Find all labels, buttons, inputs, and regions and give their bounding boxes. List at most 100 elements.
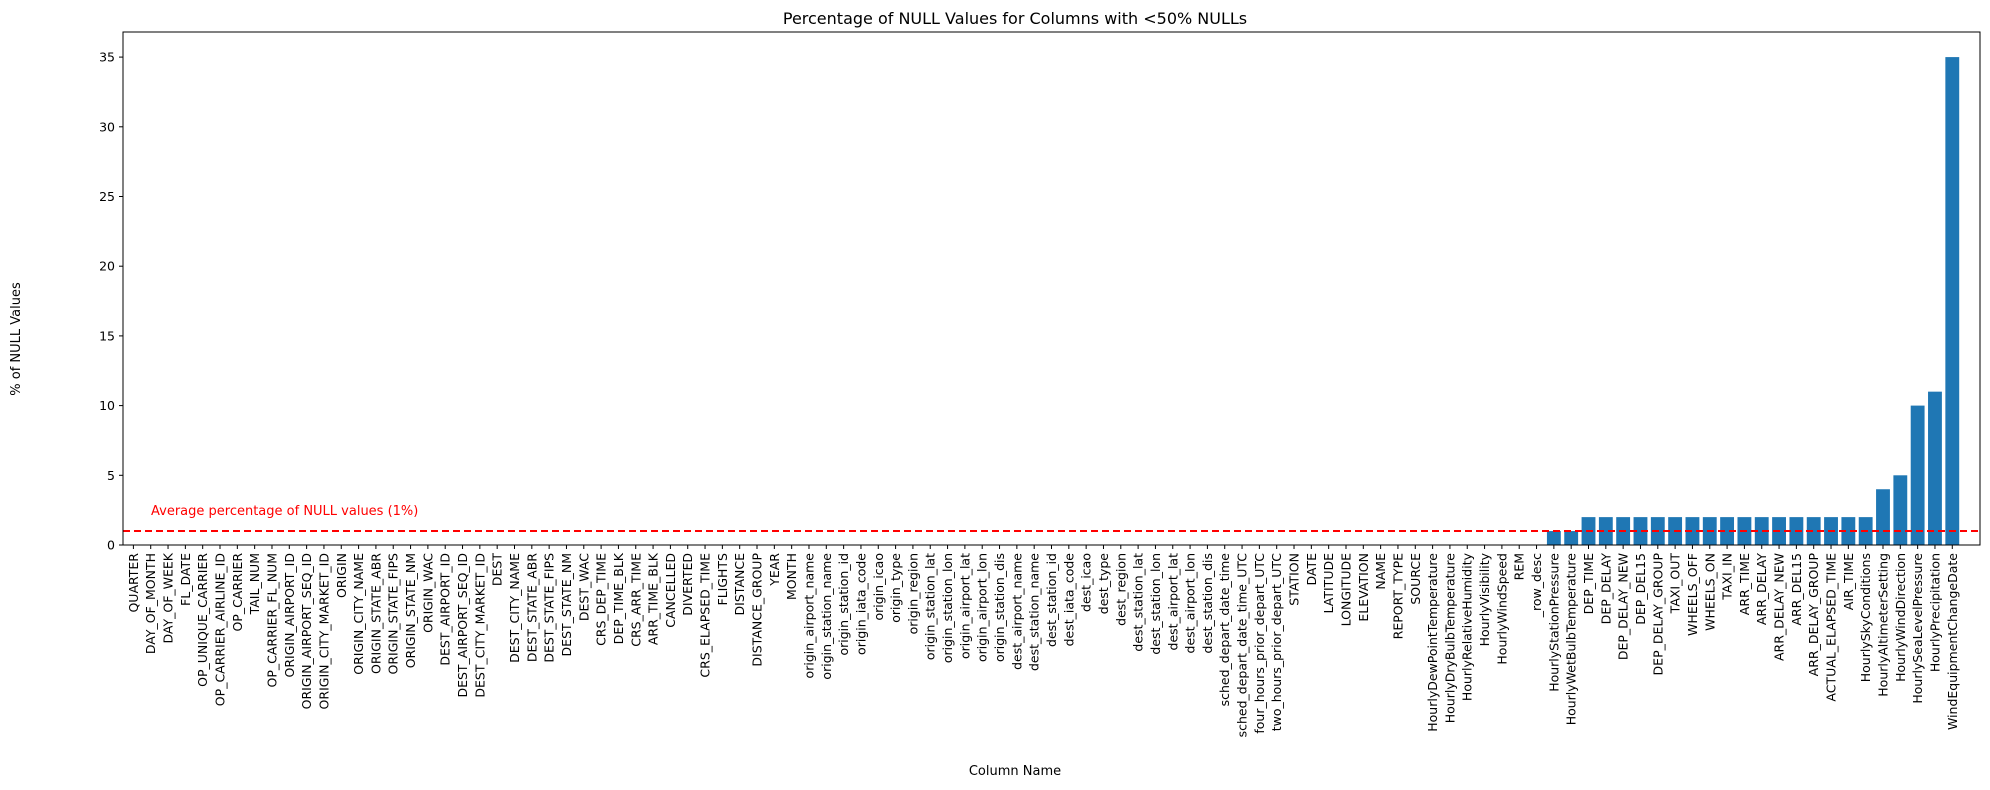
x-tick-label: SOURCE [1408,553,1423,605]
x-tick-label: NAME [1373,553,1388,590]
x-tick-label: HourlyPrecipitation [1927,553,1942,672]
x-tick-label: CRS_DEP_TIME [594,553,609,646]
x-tick-label: origin_region [905,553,920,634]
bars-group [1546,57,1960,545]
x-tick-label: TAXI_OUT [1668,553,1683,615]
y-tick-label: 35 [99,50,115,65]
x-tick-label: sched_depart_date_time [1217,553,1232,707]
x-axis-label: Column Name [969,764,1061,779]
bar [1564,531,1579,545]
x-tick-label: ORIGIN_CITY_MARKET_ID [316,553,331,709]
bar [1685,517,1700,545]
x-tick-label: DATE [1304,553,1319,586]
chart-title: Percentage of NULL Values for Columns wi… [783,9,1247,28]
y-tick-label: 15 [99,328,115,343]
x-tick-label: DIVERTED [680,553,695,616]
x-tick-label: DEST_WAC [576,553,591,621]
x-tick-label: origin_icao [871,553,886,621]
x-tick-label: ELEVATION [1356,553,1371,622]
x-tick-label: OP_UNIQUE_CARRIER [195,553,210,687]
x-tick-label: WHEELS_OFF [1685,553,1700,636]
x-tick-label: DEST_CITY_NAME [507,553,522,663]
x-tick-label: ARR_DELAY_NEW [1772,553,1787,661]
plot-frame [122,31,1981,546]
x-tick-label: dest_station_dis [1200,553,1215,653]
x-tick-label: origin_station_name [819,553,834,680]
x-tick-label: REM [1512,553,1527,580]
x-tick-label: ORIGIN_CITY_NAME [351,553,366,675]
x-tick-label: HourlyWetBulbTemperature [1564,553,1579,726]
x-tick-label: HourlyDewPointTemperature [1425,553,1440,732]
x-tick-label: FL_DATE [178,553,193,606]
x-tick-label: DEST_AIRPORT_ID [438,553,453,666]
x-tick-label: DISTANCE_GROUP [750,553,765,667]
x-tick-label: DAY_OF_MONTH [143,553,158,654]
x-tick-label: origin_type [888,553,903,623]
bar [1945,57,1960,545]
x-tick-label: dest_airport_lon [1183,553,1198,653]
reference-line-group: Average percentage of NULL values (1%) [123,504,1980,533]
y-tick-label: 20 [99,259,115,274]
x-tick-label: DEST_CITY_MARKET_ID [472,553,487,698]
x-tick-label: DEP_DEL15 [1633,553,1648,625]
x-tick-label: WindEquipmentChangeDate [1945,553,1960,730]
x-tick-label: ORIGIN_STATE_NM [403,553,418,668]
x-tick-label: dest_station_lon [1148,553,1163,655]
x-tick-label: ARR_DELAY_GROUP [1806,553,1821,677]
x-tick-label: MONTH [784,553,799,600]
x-tick-label: CRS_ARR_TIME [628,553,643,647]
x-tick-label: dest_icao [1079,553,1094,612]
x-tick-label: dest_iata_code [1061,553,1076,647]
x-tick-label: dest_type [1096,553,1111,615]
x-tick-label: DEP_TIME [1581,553,1596,614]
x-tick-label: YEAR [767,553,782,587]
x-tick-label: HourlyVisibility [1477,552,1492,646]
x-tick-label: CANCELLED [663,553,678,628]
x-tick-label: DEP_TIME_BLK [611,552,626,644]
bar [1928,391,1942,545]
x-tick-label: ARR_TIME_BLK [646,552,661,645]
y-tick-label: 0 [107,538,115,553]
x-tick-label: ORIGIN_AIRPORT_SEQ_ID [299,553,314,709]
x-tick-label: QUARTER [126,553,141,613]
y-tick-label: 10 [99,398,115,413]
x-tick-label: LONGITUDE [1338,553,1353,626]
x-tick-label: DEST_STATE_NM [559,553,574,656]
x-tick-label: DEST_AIRPORT_SEQ_ID [455,553,470,698]
x-tick-label: DEP_DELAY [1598,553,1613,625]
bar [1720,517,1735,545]
x-tick-label: dest_airport_lat [1165,553,1180,651]
bar [1893,475,1908,545]
x-tick-label: ORIGIN_STATE_ABR [368,553,383,674]
x-tick-label: dest_airport_name [1009,553,1024,670]
x-tick-label: LATITUDE [1321,553,1336,614]
y-tick-label: 5 [107,468,115,483]
x-tick-label: DAY_OF_WEEK [161,552,176,643]
x-tick-label: DEST [490,553,505,586]
x-tick-label: HourlyDryBulbTemperature [1442,553,1457,724]
x-tick-label: two_hours_prior_depart_UTC [1269,553,1284,732]
x-tick-label: WHEELS_ON [1702,553,1717,631]
x-tick-label: ARR_DEL15 [1789,553,1804,626]
x-tick-label: TAXI_IN [1720,553,1735,601]
x-tick-label: HourlyWindDirection [1893,553,1908,682]
x-tick-label: HourlyAltimeterSetting [1875,553,1890,697]
x-tick-label: HourlySeaLevelPressure [1910,553,1925,704]
x-tick-label: CRS_ELAPSED_TIME [698,553,713,678]
x-tick-label: origin_airport_name [801,553,816,679]
x-tick-label: dest_station_name [1027,553,1042,671]
bar [1910,405,1925,545]
bar [1598,517,1613,545]
x-tick-label: DEST_STATE_ABR [524,553,539,662]
x-tick-label: ACTUAL_ELAPSED_TIME [1824,553,1839,702]
x-tick-label: DEP_DELAY_NEW [1616,553,1631,660]
x-tick-label: TAIL_NUM [247,553,262,615]
x-tick-label: OP_CARRIER_FL_NUM [264,553,279,688]
bar [1546,531,1561,545]
bar [1806,517,1821,545]
y-axis-label: % of NULL Values [9,282,24,396]
x-tick-label: ORIGIN [334,553,349,598]
x-tick-label: ORIGIN_AIRPORT_ID [282,553,297,677]
y-axis: 0 5 10 15 20 25 30 35 [99,50,123,553]
x-tick-label: OP_CARRIER_AIRLINE_ID [213,553,228,706]
